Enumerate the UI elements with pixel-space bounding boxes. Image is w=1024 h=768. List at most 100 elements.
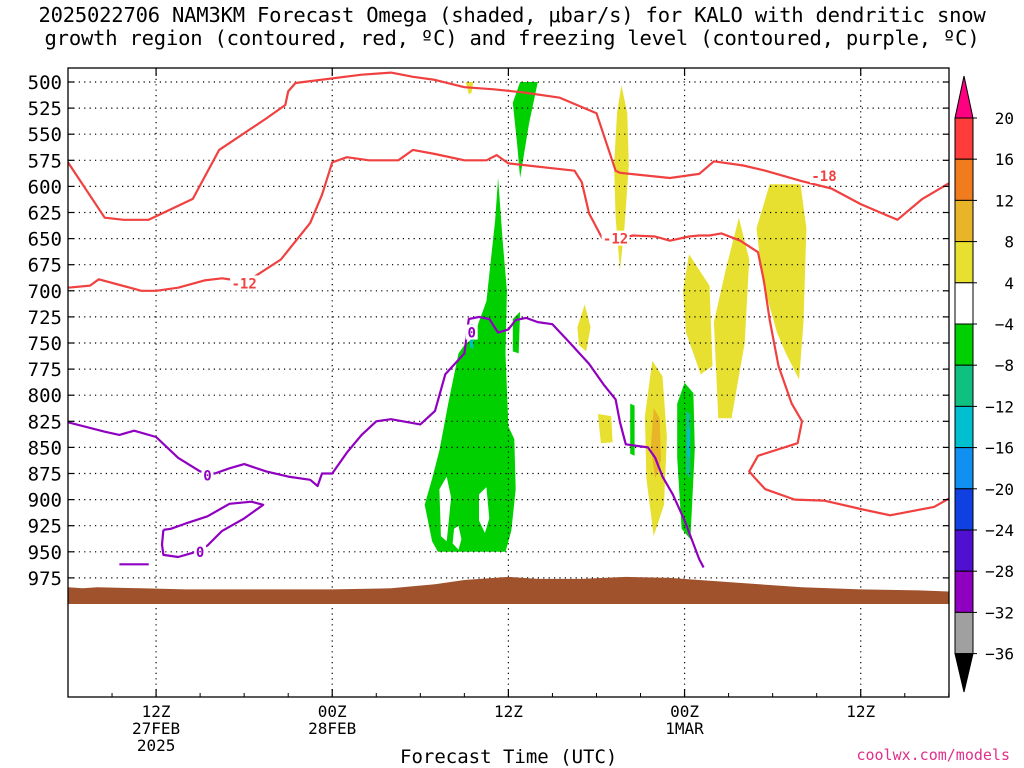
freezing-level-label-bg-1 (465, 324, 478, 340)
colorbar-segment-10 (954, 488, 974, 531)
colorbar-label-1: 16 (995, 150, 1014, 169)
y-tick-label-550: 550 (28, 124, 62, 146)
omega-region-12 (630, 403, 635, 456)
colorbar-label-10: −24 (985, 521, 1014, 540)
omega-region-10 (424, 178, 516, 552)
colorbar-label-13: −36 (985, 645, 1014, 664)
contour-layer: -12 -12 -18 0 0 0 (68, 71, 949, 569)
omega-region-6 (597, 414, 613, 444)
y-tick-label-800: 800 (28, 385, 62, 407)
x-tick-label-42-1: 1MAR (665, 719, 704, 738)
x-tick-label-42-0: 00Z (670, 702, 699, 721)
colorbar-top-arrow (954, 75, 974, 119)
colorbar-label-8: −16 (985, 439, 1014, 458)
colorbar-label-3: 8 (1004, 233, 1014, 252)
colorbar-segment-3 (954, 199, 974, 243)
y-tick-label-725: 725 (28, 307, 62, 329)
x-tick-label-18-0: 00Z (318, 702, 347, 721)
terrain-layer (68, 576, 949, 604)
colorbar-label-9: −20 (985, 480, 1014, 499)
freezing-level-label-0: 0 (203, 469, 211, 485)
colorbar-label-4: 4 (1004, 274, 1014, 293)
source-credit: coolwx.com/models (856, 746, 1010, 764)
colorbar-label-0: 20 (995, 109, 1014, 128)
freezing-level-label-bg-2 (194, 543, 207, 559)
x-tick-label-30-0: 12Z (494, 702, 523, 721)
colorbar-segment-2 (954, 158, 974, 201)
y-tick-label-575: 575 (28, 150, 62, 172)
y-tick-label-875: 875 (28, 464, 62, 486)
omega-region-14 (439, 476, 452, 542)
axes-layer: 500 525 550 575 600 625 650 675 700 725 750 775 800 8… (28, 68, 950, 755)
chart-title-line1: 2025022706 NAM3KM Forecast Omega (shaded… (38, 3, 986, 27)
y-tick-label-825: 825 (28, 411, 62, 433)
freezing-level-label-2: 0 (196, 545, 204, 561)
colorbar-segment-13 (954, 611, 974, 655)
colorbar-label-2: 12 (995, 191, 1014, 210)
omega-region-11 (512, 311, 521, 354)
omega-region-9 (512, 82, 538, 178)
colorbar-label-11: −28 (985, 562, 1014, 581)
chart-title-line2: growth region (contoured, red, ºC) and f… (44, 26, 980, 50)
y-tick-label-600: 600 (28, 176, 62, 198)
dgz-isotherm-label-1: -12 (603, 232, 628, 248)
freezing-level-line-1 (160, 500, 265, 559)
omega-region-15 (452, 525, 462, 550)
colorbar: 20 16 12 8 4 −4 −8 −12 −16 −20 −24 −28 −32 −36 (954, 75, 1014, 693)
dgz-isotherm-line-0 (68, 71, 949, 221)
y-tick-label-950: 950 (28, 542, 62, 564)
x-axis-title: Forecast Time (UTC) (400, 746, 618, 768)
dgz-isotherm-label-2: -18 (811, 169, 836, 185)
y-tick-label-700: 700 (28, 281, 62, 303)
colorbar-segment-1 (954, 117, 974, 160)
colorbar-segment-6 (954, 323, 974, 366)
y-tick-label-775: 775 (28, 359, 62, 381)
dgz-isotherm-label-bg-0 (230, 275, 259, 291)
omega-region-16 (479, 487, 490, 533)
y-tick-label-525: 525 (28, 98, 62, 120)
y-tick-label-900: 900 (28, 490, 62, 512)
colorbar-label-12: −32 (985, 603, 1014, 622)
colorbar-label-5: −4 (995, 315, 1014, 334)
freezing-level-label-1: 0 (467, 326, 475, 342)
dgz-isotherm-label-0: -12 (232, 276, 257, 292)
x-tick-label-6-2: 2025 (137, 736, 176, 755)
x-tick-label-6-1: 27FEB (132, 719, 180, 738)
terrain-fill (68, 576, 949, 604)
freezing-level-label-bg-0 (201, 467, 214, 483)
omega-region-5 (756, 184, 807, 380)
omega-region-8 (650, 407, 662, 479)
dgz-isotherm-label-bg-2 (810, 167, 839, 183)
y-tick-label-975: 975 (28, 568, 62, 590)
omega-shading-layer (424, 82, 807, 552)
chart-title: 2025022706 NAM3KM Forecast Omega (shaded… (0, 4, 1024, 50)
colorbar-segment-4 (954, 241, 974, 284)
freezing-level-line-0 (68, 315, 705, 569)
y-tick-label-925: 925 (28, 516, 62, 538)
colorbar-bottom-arrow (954, 653, 974, 693)
dgz-isotherm-label-bg-1 (601, 230, 630, 246)
y-tick-label-850: 850 (28, 437, 62, 459)
omega-region-4 (713, 217, 750, 419)
omega-region-2 (577, 304, 591, 352)
y-tick-label-500: 500 (28, 72, 62, 94)
omega-region-3 (683, 254, 713, 375)
x-tick-label-18-1: 28FEB (308, 719, 356, 738)
colorbar-segment-9 (954, 447, 974, 490)
omega-region-19 (687, 428, 690, 458)
colorbar-label-6: −8 (995, 356, 1014, 375)
y-tick-label-750: 750 (28, 333, 62, 355)
colorbar-segment-12 (954, 570, 974, 613)
colorbar-label-7: −12 (985, 397, 1014, 416)
colorbar-segment-7 (954, 364, 974, 407)
y-tick-label-675: 675 (28, 255, 62, 277)
colorbar-segment-5 (954, 282, 974, 325)
omega-region-1 (614, 85, 629, 270)
y-tick-label-650: 650 (28, 229, 62, 251)
colorbar-segment-11 (954, 529, 974, 572)
x-tick-label-6-0: 12Z (142, 702, 171, 721)
y-tick-label-625: 625 (28, 203, 62, 225)
x-tick-label-54-0: 12Z (846, 702, 875, 721)
colorbar-segment-8 (954, 405, 974, 449)
